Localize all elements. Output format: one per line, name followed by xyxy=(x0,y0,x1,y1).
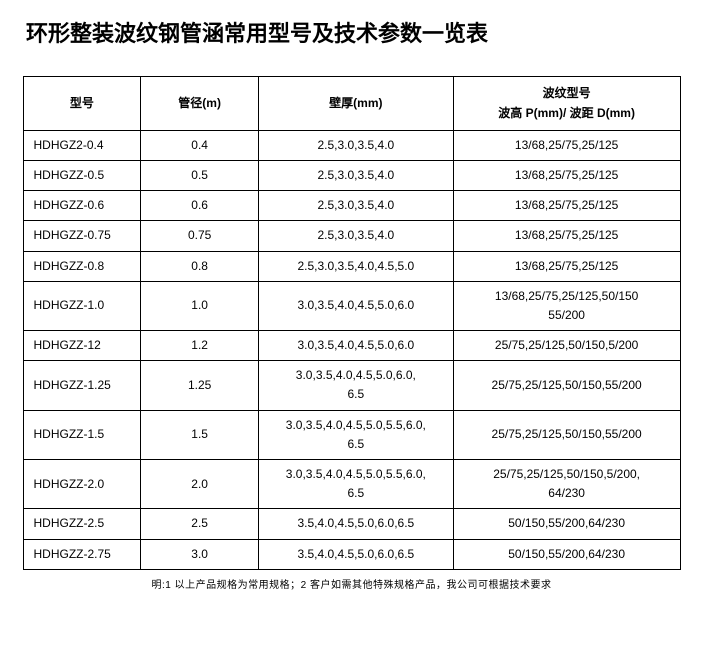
cell-model: HDHGZZ-2.75 xyxy=(23,539,141,569)
cell-diameter: 0.75 xyxy=(141,221,259,251)
cell-wall: 3.0,3.5,4.0,4.5,5.0,6.0,6.5 xyxy=(258,361,453,410)
table-row: HDHGZZ-2.753.03.5,4.0,4.5,5.0,6.0,6.550/… xyxy=(23,539,680,569)
cell-wall: 2.5,3.0,3.5,4.0 xyxy=(258,221,453,251)
cell-wall: 3.0,3.5,4.0,4.5,5.0,5.5,6.0,6.5 xyxy=(258,410,453,459)
cell-model: HDHGZZ-12 xyxy=(23,331,141,361)
cell-wave: 13/68,25/75,25/125 xyxy=(453,191,680,221)
table-row: HDHGZ2-0.40.42.5,3.0,3.5,4.013/68,25/75,… xyxy=(23,130,680,160)
cell-model: HDHGZZ-2.5 xyxy=(23,509,141,539)
cell-model: HDHGZZ-0.75 xyxy=(23,221,141,251)
cell-model: HDHGZZ-0.5 xyxy=(23,160,141,190)
table-row: HDHGZZ-1.251.253.0,3.5,4.0,4.5,5.0,6.0,6… xyxy=(23,361,680,410)
cell-diameter: 1.5 xyxy=(141,410,259,459)
cell-model: HDHGZ2-0.4 xyxy=(23,130,141,160)
cell-wave: 25/75,25/125,50/150,5/200 xyxy=(453,331,680,361)
cell-diameter: 2.0 xyxy=(141,460,259,509)
cell-wave: 13/68,25/75,25/125 xyxy=(453,221,680,251)
table-row: HDHGZZ-121.23.0,3.5,4.0,4.5,5.0,6.025/75… xyxy=(23,331,680,361)
cell-diameter: 0.4 xyxy=(141,130,259,160)
table-row: HDHGZZ-0.50.52.5,3.0,3.5,4.013/68,25/75,… xyxy=(23,160,680,190)
cell-wave: 25/75,25/125,50/150,55/200 xyxy=(453,361,680,410)
cell-wave: 25/75,25/125,50/150,5/200,64/230 xyxy=(453,460,680,509)
table-row: HDHGZZ-2.52.53.5,4.0,4.5,5.0,6.0,6.550/1… xyxy=(23,509,680,539)
cell-diameter: 3.0 xyxy=(141,539,259,569)
col-header-wave-bottom: 波高 P(mm)/ 波距 D(mm) xyxy=(458,103,676,123)
table-row: HDHGZZ-2.02.03.0,3.5,4.0,4.5,5.0,5.5,6.0… xyxy=(23,460,680,509)
table-row: HDHGZZ-0.750.752.5,3.0,3.5,4.013/68,25/7… xyxy=(23,221,680,251)
cell-diameter: 1.25 xyxy=(141,361,259,410)
cell-diameter: 0.8 xyxy=(141,251,259,281)
col-header-wall: 壁厚(mm) xyxy=(258,77,453,131)
page-title: 环形整装波纹钢管涵常用型号及技术参数一览表 xyxy=(26,16,683,48)
table-row: HDHGZZ-1.01.03.0,3.5,4.0,4.5,5.0,6.013/6… xyxy=(23,281,680,330)
spec-table: 型号 管径(m) 壁厚(mm) 波纹型号 波高 P(mm)/ 波距 D(mm) … xyxy=(23,76,681,570)
cell-diameter: 1.2 xyxy=(141,331,259,361)
table-row: HDHGZZ-1.51.53.0,3.5,4.0,4.5,5.0,5.5,6.0… xyxy=(23,410,680,459)
cell-diameter: 2.5 xyxy=(141,509,259,539)
cell-wave: 50/150,55/200,64/230 xyxy=(453,539,680,569)
col-header-wave: 波纹型号 波高 P(mm)/ 波距 D(mm) xyxy=(453,77,680,131)
cell-wall: 3.0,3.5,4.0,4.5,5.0,6.0 xyxy=(258,331,453,361)
cell-wall: 3.0,3.5,4.0,4.5,5.0,5.5,6.0,6.5 xyxy=(258,460,453,509)
cell-model: HDHGZZ-1.25 xyxy=(23,361,141,410)
table-header-row: 型号 管径(m) 壁厚(mm) 波纹型号 波高 P(mm)/ 波距 D(mm) xyxy=(23,77,680,131)
cell-wall: 2.5,3.0,3.5,4.0 xyxy=(258,160,453,190)
cell-diameter: 0.5 xyxy=(141,160,259,190)
cell-wave: 13/68,25/75,25/125 xyxy=(453,130,680,160)
cell-wall: 2.5,3.0,3.5,4.0 xyxy=(258,191,453,221)
cell-wall: 2.5,3.0,3.5,4.0,4.5,5.0 xyxy=(258,251,453,281)
cell-model: HDHGZZ-0.6 xyxy=(23,191,141,221)
cell-wave: 13/68,25/75,25/125 xyxy=(453,251,680,281)
cell-wave: 13/68,25/75,25/125,50/15055/200 xyxy=(453,281,680,330)
cell-wave: 13/68,25/75,25/125 xyxy=(453,160,680,190)
cell-model: HDHGZZ-2.0 xyxy=(23,460,141,509)
table-row: HDHGZZ-0.80.82.5,3.0,3.5,4.0,4.5,5.013/6… xyxy=(23,251,680,281)
cell-wave: 50/150,55/200,64/230 xyxy=(453,509,680,539)
cell-diameter: 1.0 xyxy=(141,281,259,330)
footnote: 明:1 以上产品规格为常用规格；2 客户如需其他特殊规格产品，我公司可根据技术要… xyxy=(20,576,683,591)
col-header-model: 型号 xyxy=(23,77,141,131)
table-row: HDHGZZ-0.60.62.5,3.0,3.5,4.013/68,25/75,… xyxy=(23,191,680,221)
cell-wall: 3.0,3.5,4.0,4.5,5.0,6.0 xyxy=(258,281,453,330)
col-header-wave-top: 波纹型号 xyxy=(458,83,676,103)
col-header-diameter: 管径(m) xyxy=(141,77,259,131)
cell-wall: 3.5,4.0,4.5,5.0,6.0,6.5 xyxy=(258,539,453,569)
cell-wave: 25/75,25/125,50/150,55/200 xyxy=(453,410,680,459)
cell-wall: 2.5,3.0,3.5,4.0 xyxy=(258,130,453,160)
cell-model: HDHGZZ-0.8 xyxy=(23,251,141,281)
cell-model: HDHGZZ-1.0 xyxy=(23,281,141,330)
cell-diameter: 0.6 xyxy=(141,191,259,221)
cell-model: HDHGZZ-1.5 xyxy=(23,410,141,459)
cell-wall: 3.5,4.0,4.5,5.0,6.0,6.5 xyxy=(258,509,453,539)
